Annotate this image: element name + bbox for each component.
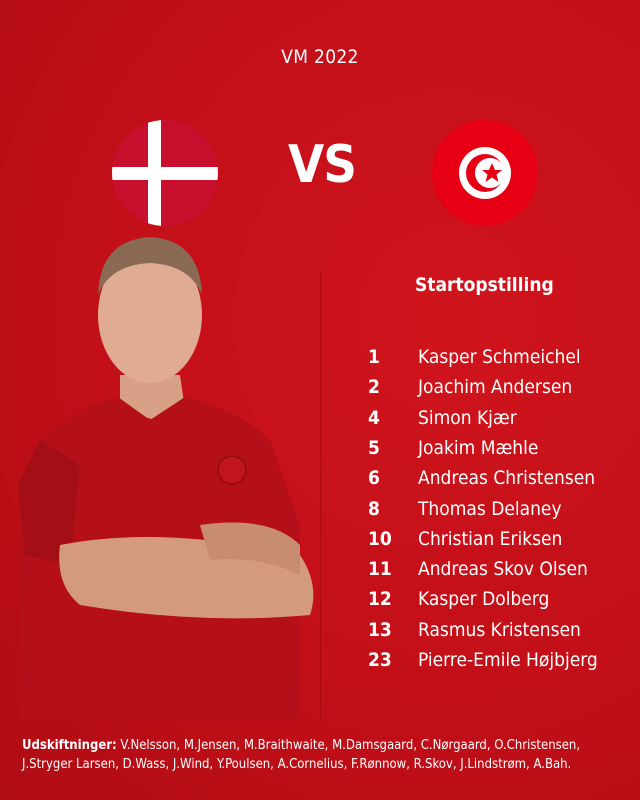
player-name: Kasper Schmeichel [418,346,581,368]
tunisia-flag-icon [432,120,538,226]
lineup-row: 5 Joakim Mæhle [368,437,538,467]
lineup-title: Startopstilling [415,274,554,296]
divider [320,270,321,720]
player-name: Andreas Christensen [418,467,596,490]
player-number: 12 [368,588,392,611]
lineup-row: 11 Andreas Skov Olsen [368,558,588,588]
lineup-row: 13 Rasmus Kristensen [368,619,581,649]
player-number: 2 [368,376,380,399]
player-name: Joakim Mæhle [418,436,539,459]
player-name: Kasper Dolberg [418,588,550,611]
player-name: Rasmus Kristensen [418,618,581,641]
denmark-flag-icon [112,120,218,226]
player-number: 8 [368,497,380,520]
player-name: Christian Eriksen [418,527,563,550]
player-number: 4 [368,406,380,429]
lineup-row: 23 Pierre-Emile Højbjerg [368,649,598,679]
lineup-row: 4 Simon Kjær [368,407,517,437]
substitutes-text: Udskiftninger: V.Nelsson, M.Jensen, M.Br… [22,736,622,774]
lineup-row: 1 Kasper Schmeichel [368,346,581,376]
player-number: 23 [368,649,392,671]
player-number: 5 [368,436,380,459]
player-photo [0,225,330,725]
substitutes-names: V.Nelsson, M.Jensen, M.Braithwaite, M.Da… [22,738,581,772]
lineup-row: 10 Christian Eriksen [368,528,562,558]
substitutes-label: Udskiftninger: [22,738,117,753]
event-title: VM 2022 [281,46,359,68]
player-name: Andreas Skov Olsen [418,558,588,581]
lineup-row: 2 Joachim Andersen [368,376,572,406]
player-name: Simon Kjær [418,406,517,429]
player-number: 1 [368,346,380,368]
lineup-row: 8 Thomas Delaney [368,498,562,528]
player-number: 13 [368,618,392,641]
lineup-row: 12 Kasper Dolberg [368,588,549,618]
player-number: 6 [368,467,380,490]
player-name: Joachim Andersen [418,376,573,399]
versus-label: VS [288,135,357,195]
player-name: Pierre-Emile Højbjerg [418,649,598,671]
player-number: 10 [368,527,392,550]
player-name: Thomas Delaney [418,497,562,520]
lineup-row: 6 Andreas Christensen [368,467,595,497]
player-number: 11 [368,558,392,581]
